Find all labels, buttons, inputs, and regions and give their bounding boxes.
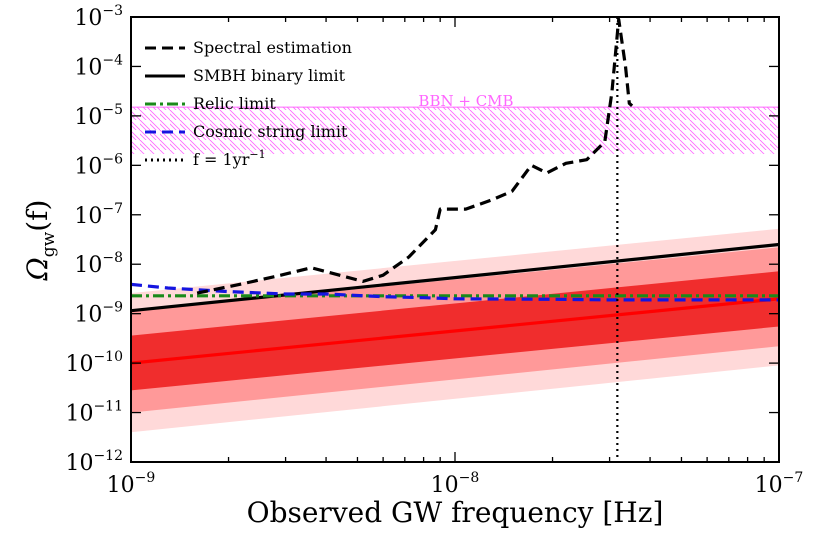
y-tick-exponent: −8 (102, 250, 123, 266)
legend-label-main: f = 1yr (193, 150, 250, 169)
x-tick-base: 10 (431, 473, 459, 498)
legend-label-2: SMBH binary limit (193, 66, 346, 85)
y-tick-base: 10 (74, 253, 102, 278)
y-tick-label: 10−8 (74, 250, 123, 278)
y-axis-title-arg: (f) (21, 200, 54, 232)
x-tick-exponent: −7 (783, 470, 804, 486)
y-tick-base: 10 (74, 303, 102, 328)
plot-area (131, 17, 779, 462)
y-tick-base: 10 (65, 402, 93, 427)
x-tick-exponent: −9 (135, 470, 156, 486)
y-tick-label: 10−5 (74, 102, 123, 130)
tick-labels: 10−9 10−8 10−710−1210−1110−1010−910−810−71… (65, 3, 803, 498)
y-tick-exponent: −5 (102, 102, 123, 118)
y-tick-base: 10 (74, 105, 102, 130)
y-tick-label: 10−9 (74, 300, 123, 328)
y-tick-label: 10−12 (65, 448, 123, 476)
series-smbh-binary-limit (131, 242, 779, 313)
legend-label-5: f = 1yr−1 (193, 148, 266, 169)
x-tick-label: 10−7 (755, 470, 804, 498)
bbn-cmb-region (131, 106, 779, 154)
x-tick-label: 10−8 (431, 470, 480, 498)
legend: Spectral estimation SMBH binary limit Reli… (145, 38, 352, 169)
legend-label-3: Relic limit (193, 94, 276, 113)
plot-frame (130, 16, 780, 463)
y-tick-label: 10−3 (74, 3, 123, 31)
y-tick-label: 10−4 (74, 52, 123, 80)
y-axis-title-sub: gw (39, 231, 59, 257)
x-tick-base: 10 (755, 473, 783, 498)
y-tick-exponent: −6 (102, 151, 123, 167)
legend-label-sup: −1 (249, 148, 265, 161)
svg-text:Ωgw(f): Ωgw(f) (21, 200, 59, 282)
legend-label-4: Cosmic string limit (193, 122, 348, 141)
y-tick-base: 10 (65, 352, 93, 377)
y-tick-label: 10−7 (74, 201, 123, 229)
y-tick-exponent: −10 (93, 349, 123, 365)
y-tick-label: 10−10 (65, 349, 123, 377)
x-tick-base: 10 (107, 473, 135, 498)
y-tick-exponent: −4 (102, 52, 123, 68)
y-tick-exponent: −7 (102, 201, 123, 217)
y-tick-base: 10 (74, 154, 102, 179)
series-spectral-estimation (196, 17, 634, 295)
x-tick-label: 10−9 (107, 470, 156, 498)
series-lines (131, 17, 779, 462)
x-axis-title: Observed GW frequency [Hz] (247, 496, 664, 529)
y-axis-title-main: Ω (21, 257, 54, 281)
hatched-region-label: BBN + CMB (418, 92, 513, 110)
y-tick-exponent: −9 (102, 300, 123, 316)
x-tick-exponent: −8 (459, 470, 480, 486)
y-tick-base: 10 (74, 204, 102, 229)
legend-label-1: Spectral estimation (193, 38, 352, 57)
y-tick-exponent: −12 (93, 448, 123, 464)
y-tick-exponent: −3 (102, 3, 123, 19)
y-tick-label: 10−6 (74, 151, 123, 179)
y-tick-label: 10−11 (65, 399, 123, 427)
y-tick-base: 10 (74, 6, 102, 31)
y-tick-base: 10 (74, 55, 102, 80)
y-tick-exponent: −11 (93, 399, 123, 415)
series-cosmic-string-limit (131, 282, 779, 302)
y-axis-title: Ωgw(f) (21, 200, 59, 282)
y-tick-base: 10 (65, 451, 93, 476)
series-sgwb-median (131, 297, 779, 365)
hatched-region-fill (131, 107, 779, 154)
